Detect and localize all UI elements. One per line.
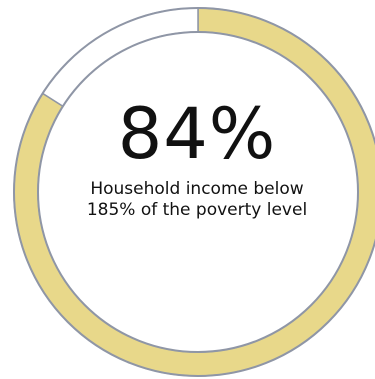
chart-caption: Household income below 185% of the pover… [37,179,357,221]
donut-outer-outline [13,7,375,377]
percentage-value: 84% [117,93,277,175]
caption-line-2: 185% of the poverty level [86,200,308,220]
donut-inner-outline [37,31,359,353]
donut-center-label: 84% Household income below 185% of the p… [37,95,357,221]
caption-line-1: Household income below [90,179,304,199]
